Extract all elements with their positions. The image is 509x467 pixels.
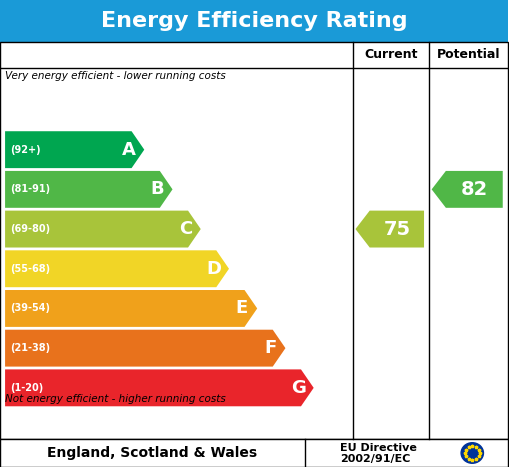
Text: Energy Efficiency Rating: Energy Efficiency Rating	[101, 11, 407, 31]
Polygon shape	[5, 369, 314, 406]
Polygon shape	[5, 131, 144, 168]
Text: 75: 75	[383, 219, 410, 239]
Bar	[0, 0, 508, 42]
Text: (21-38): (21-38)	[10, 343, 50, 353]
Text: A: A	[122, 141, 136, 159]
Polygon shape	[5, 290, 257, 327]
Text: Potential: Potential	[437, 49, 500, 61]
Text: D: D	[206, 260, 221, 278]
Polygon shape	[432, 171, 503, 208]
Text: F: F	[264, 339, 276, 357]
Text: (92+): (92+)	[10, 145, 41, 155]
Text: (69-80): (69-80)	[10, 224, 50, 234]
Text: G: G	[291, 379, 306, 397]
Text: C: C	[179, 220, 192, 238]
Text: B: B	[151, 180, 164, 198]
Text: (55-68): (55-68)	[10, 264, 50, 274]
Text: E: E	[236, 299, 248, 318]
Circle shape	[461, 443, 484, 463]
Polygon shape	[5, 250, 229, 287]
Text: Very energy efficient - lower running costs: Very energy efficient - lower running co…	[5, 71, 226, 81]
Text: (81-91): (81-91)	[10, 184, 50, 194]
Bar	[0, 439, 508, 467]
Bar	[0, 42, 508, 439]
Text: EU Directive: EU Directive	[340, 443, 417, 453]
Text: 82: 82	[461, 180, 488, 199]
Text: (39-54): (39-54)	[10, 304, 50, 313]
Text: 2002/91/EC: 2002/91/EC	[340, 453, 411, 464]
Polygon shape	[355, 211, 424, 248]
Text: Current: Current	[364, 49, 418, 61]
Polygon shape	[5, 211, 201, 248]
Text: Not energy efficient - higher running costs: Not energy efficient - higher running co…	[5, 394, 226, 404]
Polygon shape	[5, 330, 286, 367]
Text: (1-20): (1-20)	[10, 383, 43, 393]
Text: England, Scotland & Wales: England, Scotland & Wales	[47, 446, 258, 460]
Polygon shape	[5, 171, 173, 208]
